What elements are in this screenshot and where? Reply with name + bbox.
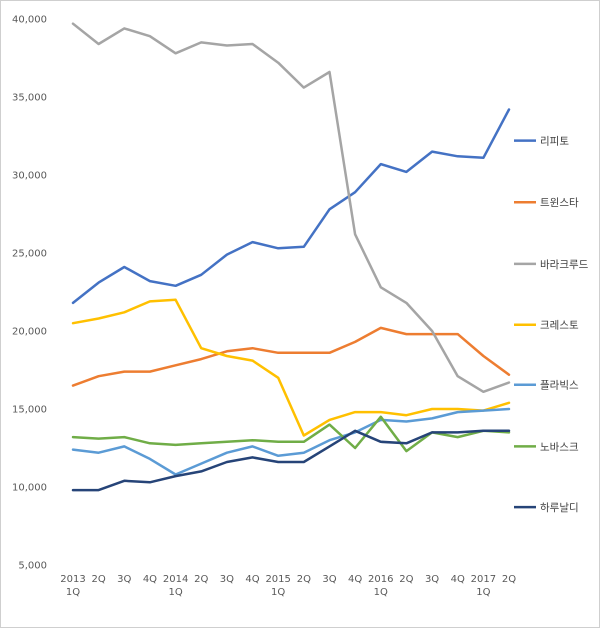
x-tick-label: 4Q bbox=[143, 574, 157, 585]
y-tick-label: 30,000 bbox=[12, 171, 47, 182]
x-tick-label: 4Q bbox=[451, 574, 465, 585]
x-axis: 2013 1Q 2Q 3Q 4Q 2014 1Q 2Q 3Q 4Q 2015 1Q 2Q 3Q 4Q 2016… bbox=[60, 574, 516, 598]
x-tick-sublabel: 1Q bbox=[168, 587, 182, 598]
x-tick-label: 2Q bbox=[297, 574, 311, 585]
series-line-7 bbox=[71, 429, 511, 492]
x-tick-sublabel: 1Q bbox=[66, 587, 80, 598]
series-line-5 bbox=[71, 407, 511, 476]
y-tick-label: 5,000 bbox=[18, 561, 47, 572]
y-axis: 5,000 10,000 15,000 20,000 25,000 30,000 35,00… bbox=[12, 15, 47, 572]
x-tick-label: 2013 bbox=[60, 574, 85, 585]
x-tick-sublabel: 1Q bbox=[271, 587, 285, 598]
series-line-4 bbox=[71, 298, 511, 437]
series-line-6 bbox=[71, 415, 511, 453]
x-tick-sublabel: 1Q bbox=[476, 587, 490, 598]
y-tick-label: 25,000 bbox=[12, 249, 47, 260]
x-tick-label: 2Q bbox=[194, 574, 208, 585]
x-tick-label: 2Q bbox=[502, 574, 516, 585]
x-tick-label: 3Q bbox=[220, 574, 234, 585]
y-tick-label: 10,000 bbox=[12, 483, 47, 494]
x-tick-label: 2016 bbox=[368, 574, 393, 585]
x-tick-sublabel: 1Q bbox=[374, 587, 388, 598]
x-tick-label: 4Q bbox=[245, 574, 259, 585]
series-line-3 bbox=[71, 22, 511, 394]
legend-label: 리피토 bbox=[540, 136, 569, 148]
x-tick-label: 3Q bbox=[322, 574, 336, 585]
legend-label: 플라빅스 bbox=[540, 380, 579, 392]
legend-label: 하루날디 bbox=[540, 501, 579, 514]
series-line-1 bbox=[71, 108, 511, 305]
x-tick-label: 2015 bbox=[265, 574, 290, 585]
x-tick-label: 3Q bbox=[117, 574, 131, 585]
y-tick-label: 15,000 bbox=[12, 405, 47, 416]
x-tick-label: 3Q bbox=[425, 574, 439, 585]
series-lines bbox=[71, 22, 511, 492]
y-tick-label: 35,000 bbox=[12, 93, 47, 104]
legend-label: 노바스크 bbox=[540, 441, 579, 453]
legend-label: 바라크루드 bbox=[540, 259, 589, 271]
y-tick-label: 20,000 bbox=[12, 327, 47, 338]
legend-label: 트윈스타 bbox=[540, 196, 579, 209]
x-tick-label: 2Q bbox=[399, 574, 413, 585]
y-tick-label: 40,000 bbox=[12, 15, 47, 26]
series-line-2 bbox=[71, 326, 511, 387]
x-tick-label: 2Q bbox=[92, 574, 106, 585]
x-tick-label: 4Q bbox=[348, 574, 362, 585]
legend-label: 크레스토 bbox=[540, 320, 579, 332]
x-tick-label: 2014 bbox=[163, 574, 188, 585]
x-tick-label: 2017 bbox=[471, 574, 496, 585]
